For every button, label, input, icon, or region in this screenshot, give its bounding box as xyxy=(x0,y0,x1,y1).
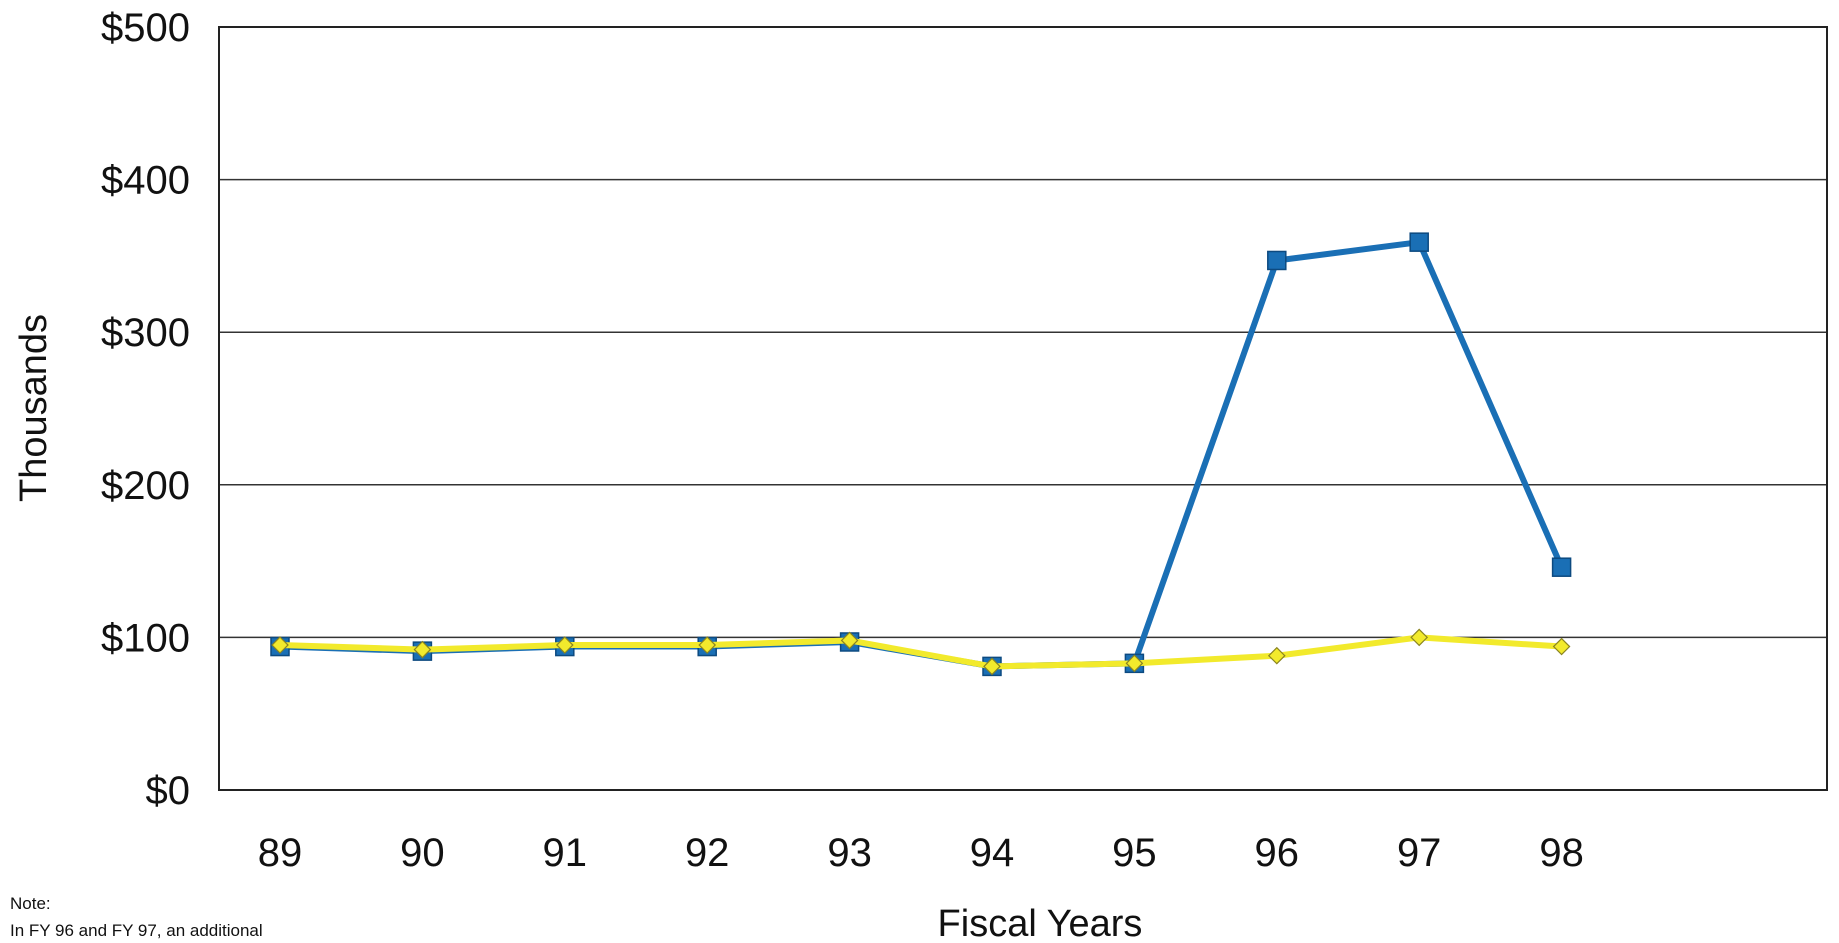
x-tick-label-2: 91 xyxy=(543,831,588,875)
x-tick-label-5: 94 xyxy=(970,831,1015,875)
series-1-point-3 xyxy=(698,636,717,654)
y-tick-label-4: $400 xyxy=(101,159,190,203)
series-0 xyxy=(270,232,1572,677)
series-0-point-7 xyxy=(1267,250,1287,271)
x-tick-label-4: 93 xyxy=(827,831,872,875)
series-lines xyxy=(270,232,1572,677)
series-0-line xyxy=(277,239,1565,670)
series-1 xyxy=(271,628,1571,676)
series-1-point-0 xyxy=(271,636,289,654)
x-tick-label-6: 95 xyxy=(1112,831,1157,875)
x-axis-ticks: 89 90 91 92 93 94 95 96 97 98 xyxy=(258,831,1584,875)
note-text: In FY 96 and FY 97, an additional xyxy=(10,921,263,940)
note-heading: Note: xyxy=(10,894,51,913)
series-1-point-7 xyxy=(1267,646,1286,665)
y-tick-label-5: $500 xyxy=(101,6,190,50)
series-0-point-8 xyxy=(1409,232,1429,252)
plot-area xyxy=(218,26,1828,791)
series-1-point-4 xyxy=(840,631,859,650)
gridlines xyxy=(219,178,1827,639)
note-block: Note: In FY 96 and FY 97, an additional xyxy=(10,890,610,943)
x-tick-label-1: 90 xyxy=(400,831,445,875)
series-1-point-8 xyxy=(1410,628,1429,647)
series-1-point-2 xyxy=(555,636,574,654)
series-0-point-9 xyxy=(1551,557,1572,577)
series-1-point-9 xyxy=(1552,637,1571,656)
series-1-point-6 xyxy=(1125,654,1144,673)
series-1-point-5 xyxy=(983,657,1001,676)
x-tick-label-0: 89 xyxy=(258,831,303,875)
x-tick-label-8: 97 xyxy=(1397,831,1442,875)
y-axis-title: Thousands xyxy=(13,314,55,502)
series-1-point-1 xyxy=(413,640,432,659)
y-tick-label-3: $300 xyxy=(101,311,190,355)
x-tick-label-7: 96 xyxy=(1255,831,1300,875)
y-tick-label-2: $200 xyxy=(101,464,190,508)
x-tick-label-3: 92 xyxy=(685,831,730,875)
y-tick-label-0: $0 xyxy=(146,769,191,813)
y-tick-label-1: $100 xyxy=(101,616,190,660)
y-axis-ticks: $0 $100 $200 $300 $400 $500 xyxy=(101,6,190,813)
x-axis-title: Fiscal Years xyxy=(938,903,1143,943)
series-1-line xyxy=(277,634,1565,670)
x-tick-label-9: 98 xyxy=(1539,831,1584,875)
